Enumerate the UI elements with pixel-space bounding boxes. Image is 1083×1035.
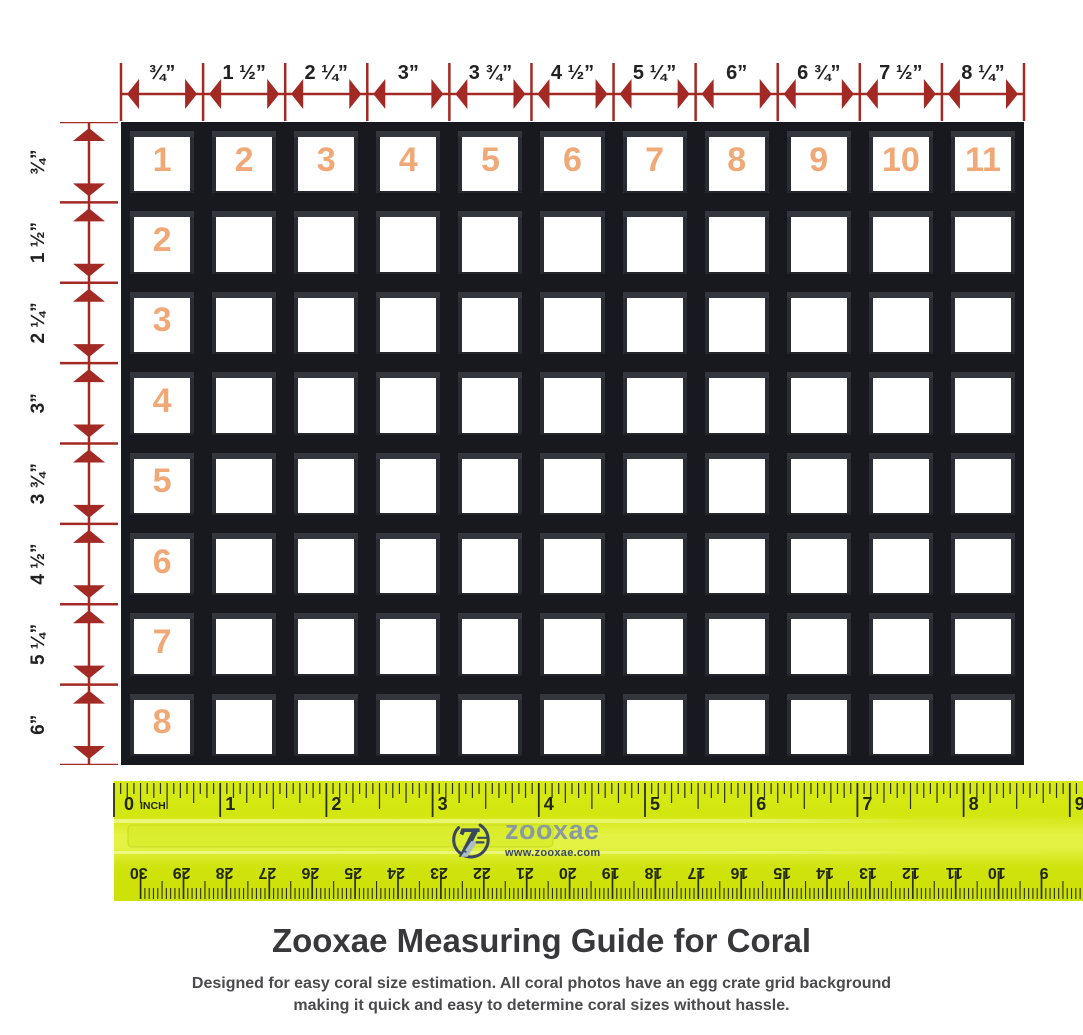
svg-text:16: 16	[730, 864, 748, 881]
svg-text:2 ¼”: 2 ¼”	[305, 62, 348, 84]
svg-text:2 ¼”: 2 ¼”	[28, 302, 49, 343]
svg-text:24: 24	[387, 864, 405, 881]
svg-text:27: 27	[258, 864, 276, 881]
svg-text:5 ¼”: 5 ¼”	[28, 624, 49, 665]
svg-text:7: 7	[862, 794, 872, 814]
svg-text:1 ½”: 1 ½”	[222, 62, 265, 84]
svg-text:26: 26	[301, 864, 319, 881]
svg-text:3 ¾”: 3 ¾”	[28, 463, 49, 504]
svg-text:3: 3	[438, 794, 448, 814]
svg-text:6”: 6”	[726, 62, 747, 84]
svg-text:30: 30	[130, 864, 148, 881]
svg-text:15: 15	[773, 864, 791, 881]
svg-text:17: 17	[687, 864, 705, 881]
svg-text:11: 11	[946, 864, 963, 881]
svg-text:5: 5	[650, 794, 660, 814]
svg-text:7 ½”: 7 ½”	[879, 62, 922, 84]
svg-text:20: 20	[559, 864, 577, 881]
svg-text:23: 23	[430, 864, 448, 881]
svg-text:9: 9	[1075, 794, 1083, 814]
svg-text:14: 14	[816, 864, 834, 881]
svg-text:8: 8	[969, 794, 979, 814]
svg-text:6 ¾”: 6 ¾”	[797, 62, 840, 84]
svg-text:13: 13	[859, 864, 877, 881]
svg-text:9: 9	[1040, 864, 1049, 881]
svg-text:3”: 3”	[398, 62, 419, 84]
svg-text:19: 19	[602, 864, 620, 881]
svg-text:22: 22	[473, 864, 491, 881]
svg-text:0: 0	[124, 794, 134, 814]
svg-text:4: 4	[544, 794, 554, 814]
svg-text:3”: 3”	[28, 393, 49, 413]
svg-text:18: 18	[645, 864, 663, 881]
svg-text:4 ½”: 4 ½”	[28, 543, 49, 584]
svg-text:6: 6	[756, 794, 766, 814]
svg-text:8 ¼”: 8 ¼”	[961, 62, 1004, 84]
svg-text:¾”: ¾”	[149, 62, 176, 84]
svg-text:1: 1	[225, 794, 235, 814]
svg-text:28: 28	[216, 864, 234, 881]
svg-text:2: 2	[331, 794, 341, 814]
svg-text:21: 21	[516, 864, 534, 881]
svg-text:INCH: INCH	[140, 800, 166, 812]
svg-text:¾”: ¾”	[28, 150, 49, 175]
svg-text:6”: 6”	[28, 715, 49, 735]
svg-text:1 ½”: 1 ½”	[28, 222, 49, 263]
svg-text:4 ½”: 4 ½”	[551, 62, 594, 84]
svg-text:3 ¾”: 3 ¾”	[469, 62, 512, 84]
svg-text:12: 12	[902, 864, 920, 881]
svg-text:29: 29	[173, 864, 191, 881]
svg-text:10: 10	[988, 864, 1006, 881]
svg-text:5 ¼”: 5 ¼”	[633, 62, 676, 84]
svg-text:25: 25	[344, 864, 362, 881]
